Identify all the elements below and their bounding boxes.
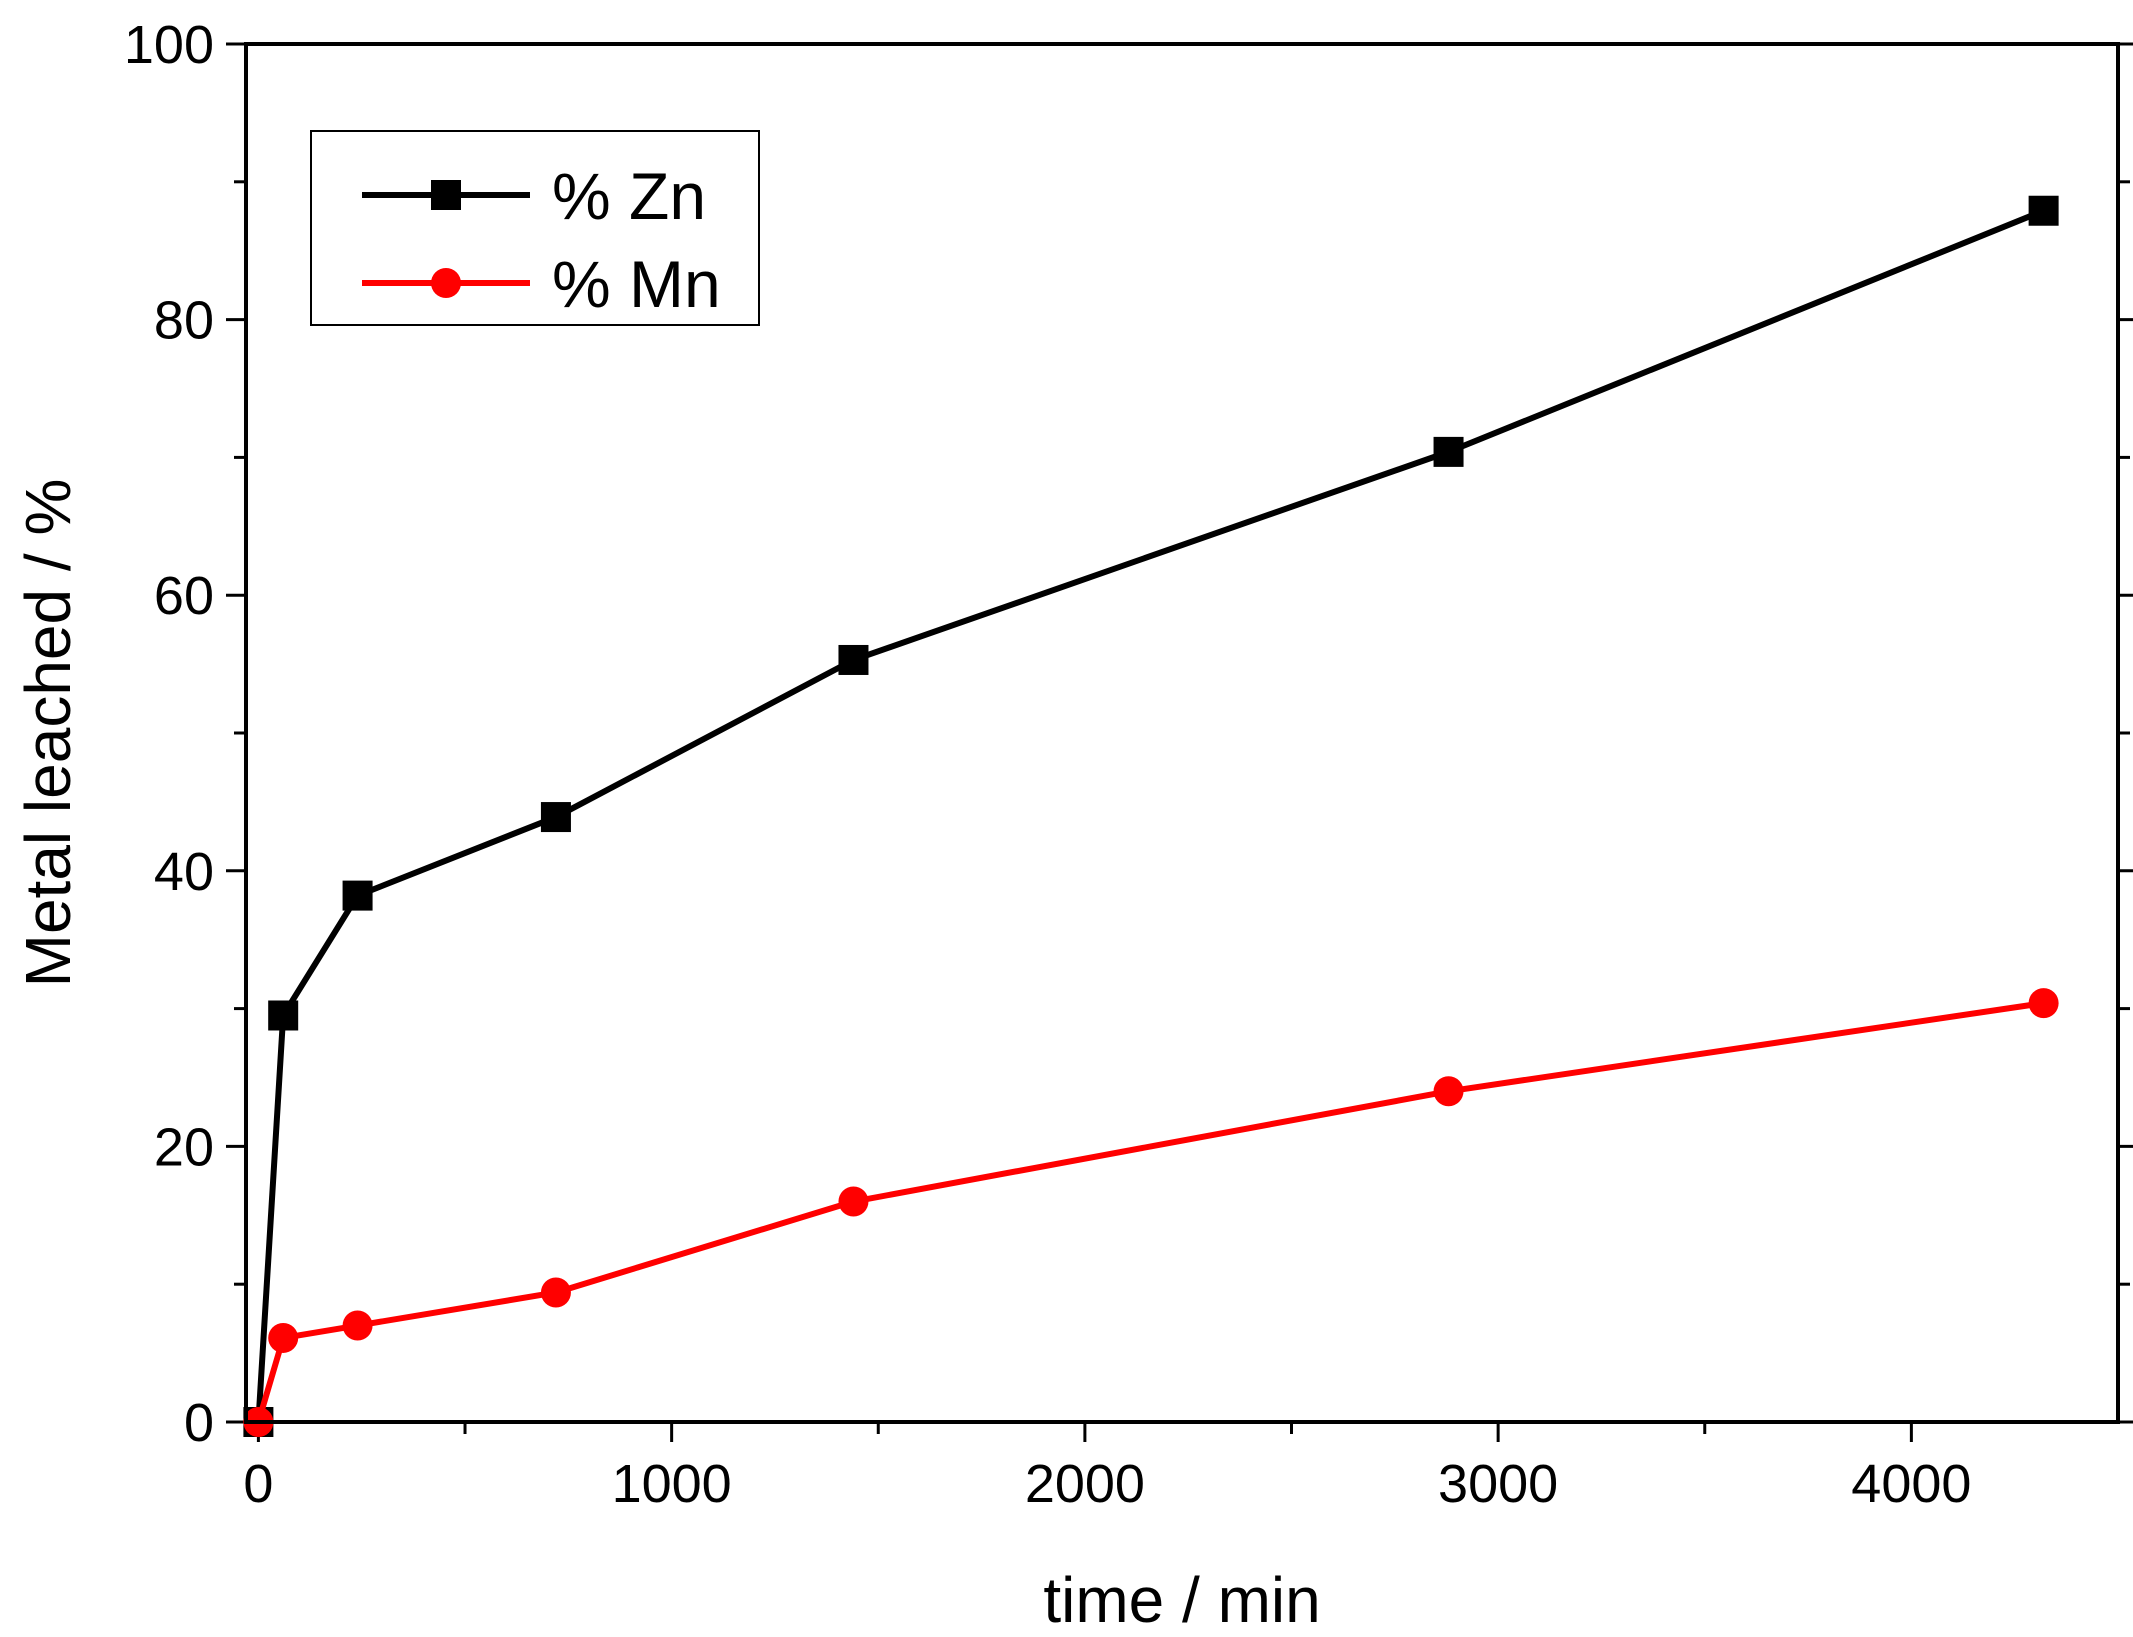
data-point-zn-60 xyxy=(268,1000,299,1031)
data-point-mn-240 xyxy=(342,1310,373,1341)
legend-label-mn: % Mn xyxy=(552,247,721,321)
y-tick-label-80: 80 xyxy=(154,291,214,351)
legend-box xyxy=(310,130,760,326)
data-point-zn-1440 xyxy=(838,644,869,675)
series-mn xyxy=(243,988,2059,1437)
plot-frame xyxy=(244,42,2120,1424)
data-point-mn-60 xyxy=(268,1322,299,1353)
legend-label-zn: % Zn xyxy=(552,159,706,233)
x-tick-label-2000: 2000 xyxy=(1025,1454,1145,1514)
y-tick-label-0: 0 xyxy=(184,1393,214,1453)
data-point-zn-4320 xyxy=(2028,195,2059,226)
y-axis-title: Metal leached / % xyxy=(12,479,84,988)
tick-labels-layer: 0 1000 2000 3000 4000 0 20 40 60 80 100 xyxy=(124,15,1972,1514)
x-tick-label-0: 0 xyxy=(243,1454,273,1514)
y-tick-label-60: 60 xyxy=(154,566,214,626)
legend-entries: % Zn % Mn xyxy=(362,159,721,321)
legend-marker-mn xyxy=(431,268,461,298)
y-tick-label-20: 20 xyxy=(154,1117,214,1177)
data-point-mn-2880 xyxy=(1433,1076,1464,1107)
legend: % Zn % Mn xyxy=(310,130,760,326)
data-point-mn-1440 xyxy=(838,1186,869,1217)
data-point-zn-720 xyxy=(540,802,571,833)
data-point-mn-720 xyxy=(540,1277,571,1308)
series-zn xyxy=(243,195,2059,1437)
x-axis-title: time / min xyxy=(1043,1564,1320,1636)
x-tick-label-1000: 1000 xyxy=(612,1454,732,1514)
x-tick-label-3000: 3000 xyxy=(1438,1454,1558,1514)
x-tick-label-4000: 4000 xyxy=(1851,1454,1971,1514)
data-point-mn-4320 xyxy=(2028,988,2059,1019)
y-tick-label-40: 40 xyxy=(154,842,214,902)
series-layer xyxy=(243,195,2059,1437)
data-point-zn-240 xyxy=(342,880,373,911)
legend-marker-zn xyxy=(431,180,461,210)
y-tick-label-100: 100 xyxy=(124,15,214,75)
data-point-zn-2880 xyxy=(1433,436,1464,467)
